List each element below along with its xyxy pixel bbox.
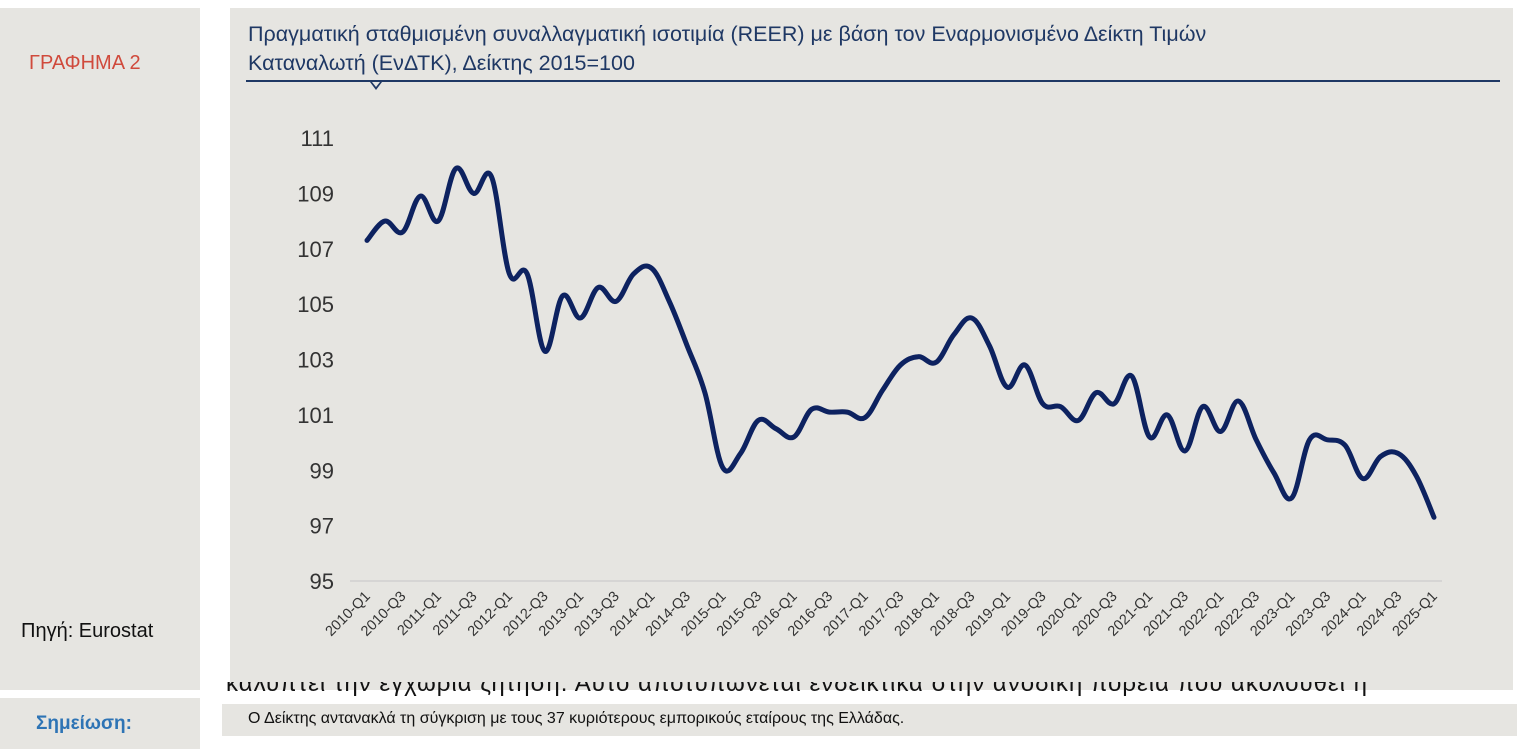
x-axis-ticks: 2010-Q12010-Q32011-Q12011-Q32012-Q12012-… [323, 589, 1441, 640]
y-tick-label: 111 [301, 126, 334, 151]
background-text: καλυπτει την εγχωρια ζητηση. Αυτο αποτυπ… [226, 682, 1516, 702]
y-axis-ticks: 95 97 99 101 103 105 107 109 111 [297, 126, 334, 594]
series-line-reer [364, 165, 1437, 520]
y-tick-label: 95 [310, 569, 334, 594]
chart-title-line-1: Πραγματική σταθμισμένη συναλλαγματική ισ… [248, 22, 1207, 46]
note-label: Σημείωση: [36, 713, 132, 734]
y-tick-label: 103 [297, 348, 334, 373]
note-label-box [0, 698, 200, 749]
title-underline [246, 80, 1500, 82]
source-label: Πηγή: Eurostat [21, 620, 154, 642]
y-tick-label: 109 [297, 181, 334, 206]
left-label-panel: ΓΡΑΦΗΜΑ 2 Πηγή: Eurostat [0, 8, 200, 690]
y-tick-label: 107 [297, 237, 334, 262]
figure-label: ΓΡΑΦΗΜΑ 2 [29, 52, 141, 74]
note-box [222, 704, 1517, 736]
background-text-line: καλυπτει την εγχωρια ζητηση. Αυτο αποτυπ… [226, 682, 1368, 697]
y-tick-label: 105 [297, 292, 334, 317]
line-chart: 95 97 99 101 103 105 107 109 111 2010-Q12010-Q32… [297, 126, 1442, 640]
y-tick-label: 101 [297, 403, 334, 428]
chart-title: Πραγματική σταθμισμένη συναλλαγματική ισ… [248, 20, 1478, 78]
y-tick-label: 97 [310, 514, 334, 539]
chart-panel: Πραγματική σταθμισμένη συναλλαγματική ισ… [230, 8, 1513, 690]
title-callout-notch-inner [372, 82, 380, 87]
note-text: Ο Δείκτης αντανακλά τη σύγκριση με τους … [248, 710, 905, 727]
y-tick-label: 99 [310, 458, 334, 483]
chart-title-line-2: Καταναλωτή (ΕνΔΤΚ), Δείκτης 2015=100 [248, 51, 635, 75]
